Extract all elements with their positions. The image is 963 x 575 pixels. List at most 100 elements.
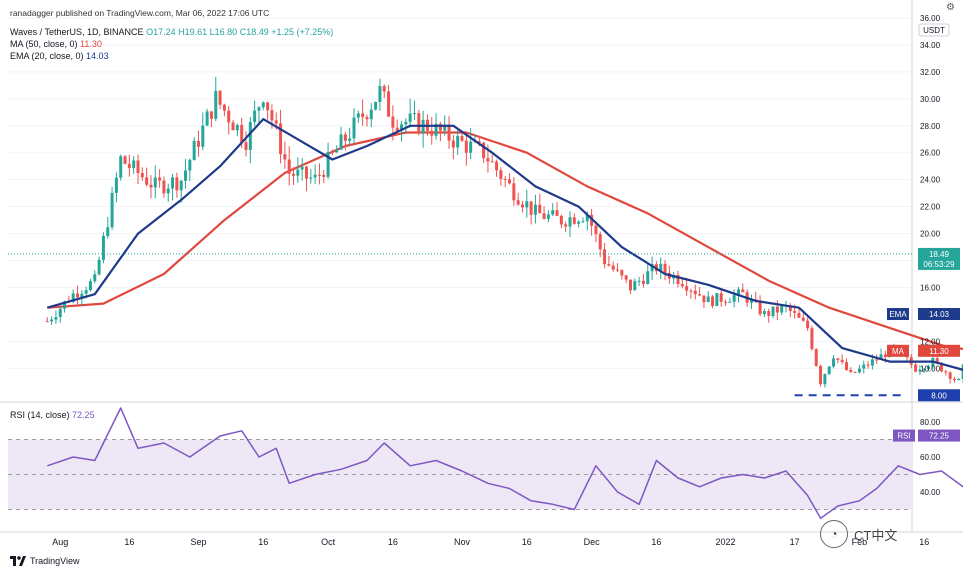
candle-body xyxy=(101,236,105,260)
candle-body xyxy=(84,290,88,294)
candle-body xyxy=(400,124,404,131)
price-axis-tick: 12.00 xyxy=(920,337,941,346)
watermark: ◔ CT中文 xyxy=(820,520,897,548)
candle-body xyxy=(918,369,922,372)
candle-body xyxy=(80,293,84,298)
ma-price-badge-tag xyxy=(887,344,909,357)
candle-body xyxy=(546,214,550,219)
candle-body xyxy=(952,378,956,380)
candle-body xyxy=(369,109,373,120)
candle-body xyxy=(741,289,745,293)
candle-body xyxy=(240,124,244,143)
candle-body xyxy=(45,321,49,323)
candle-body xyxy=(464,140,468,153)
candle-body xyxy=(88,281,92,291)
candle-body xyxy=(568,217,572,227)
candle-body xyxy=(624,275,628,280)
candle-body xyxy=(110,192,114,228)
price-axis-tick: 34.00 xyxy=(920,41,941,50)
candle-body xyxy=(447,124,451,141)
candle-body xyxy=(292,173,296,176)
candle-body xyxy=(715,293,719,306)
time-axis-label: 17 xyxy=(790,537,800,547)
time-axis-label: 2022 xyxy=(716,537,736,547)
candles-layer xyxy=(45,76,963,388)
rsi-legend[interactable]: RSI (14, close) 72.25 xyxy=(10,410,95,420)
candle-body xyxy=(650,264,654,272)
candle-body xyxy=(590,214,594,226)
rsi-tag-text: RSI xyxy=(897,432,910,441)
candle-body xyxy=(348,138,352,141)
candle-body xyxy=(300,166,304,170)
candle-body xyxy=(633,281,637,291)
candle-body xyxy=(136,160,140,174)
candle-body xyxy=(395,127,399,131)
time-axis-label: Sep xyxy=(190,537,206,547)
candle-body xyxy=(287,159,291,174)
candle-body xyxy=(205,111,209,126)
candle-body xyxy=(797,312,801,318)
candle-body xyxy=(54,317,58,320)
time-axis-label: Feb xyxy=(852,537,868,547)
candle-body xyxy=(572,217,576,224)
settings-gear-icon[interactable]: ⚙ xyxy=(946,2,955,13)
price-axis-tick: 20.00 xyxy=(920,230,941,239)
candle-body xyxy=(335,149,339,153)
candle-body xyxy=(231,122,235,131)
candle-body xyxy=(736,289,740,296)
candle-body xyxy=(844,362,848,370)
candle-body xyxy=(538,204,542,214)
rsi-band-layer xyxy=(8,439,912,510)
candle-body xyxy=(564,224,568,227)
last-price-badge xyxy=(918,247,960,270)
rsi-value-badge xyxy=(918,429,960,442)
candle-body xyxy=(382,86,386,92)
candle-body xyxy=(702,295,706,303)
candle-body xyxy=(175,177,179,191)
candle-body xyxy=(810,328,814,350)
price-axis-tick: 30.00 xyxy=(920,95,941,104)
candle-body xyxy=(140,173,144,178)
candle-body xyxy=(559,215,563,225)
ema-price-badge-tag xyxy=(887,308,909,321)
candle-body xyxy=(188,160,192,171)
candle-body xyxy=(957,379,961,381)
time-axis-label: Aug xyxy=(52,537,68,547)
candle-body xyxy=(780,306,784,313)
candle-body xyxy=(127,163,131,168)
candle-body xyxy=(387,91,391,117)
candle-body xyxy=(283,154,287,160)
candle-body xyxy=(788,305,792,312)
candle-body xyxy=(106,227,110,237)
tradingview-footer[interactable]: TradingView xyxy=(10,556,80,566)
candle-body xyxy=(693,290,697,295)
ma-legend-label: MA (50, close, 0) xyxy=(10,39,78,49)
ema-price-badge xyxy=(918,308,960,321)
candle-body xyxy=(551,210,555,215)
candle-body xyxy=(214,90,218,119)
candle-body xyxy=(482,142,486,159)
bar-countdown: 06:53:29 xyxy=(923,260,955,269)
candle-body xyxy=(542,213,546,219)
candle-body xyxy=(935,358,939,363)
candle-body xyxy=(875,359,879,361)
candle-body xyxy=(676,275,680,284)
candle-body xyxy=(326,151,330,177)
ma-legend[interactable]: MA (50, close, 0) 11.30 xyxy=(10,39,102,49)
candle-body xyxy=(585,214,589,222)
candle-body xyxy=(529,201,533,215)
candle-body xyxy=(408,113,412,122)
time-axis-label: Oct xyxy=(321,537,336,547)
candle-body xyxy=(266,102,270,111)
candle-body xyxy=(171,177,175,189)
candle-body xyxy=(577,221,581,224)
candle-body xyxy=(417,113,421,134)
candle-body xyxy=(209,111,213,119)
ohlc-open: O17.24 xyxy=(146,27,176,37)
candle-body xyxy=(857,368,861,373)
candle-body xyxy=(361,113,365,118)
candle-body xyxy=(879,354,883,360)
candle-body xyxy=(317,174,321,176)
ema-legend[interactable]: EMA (20, close, 0) 14.03 xyxy=(10,51,109,61)
candle-body xyxy=(114,177,118,193)
